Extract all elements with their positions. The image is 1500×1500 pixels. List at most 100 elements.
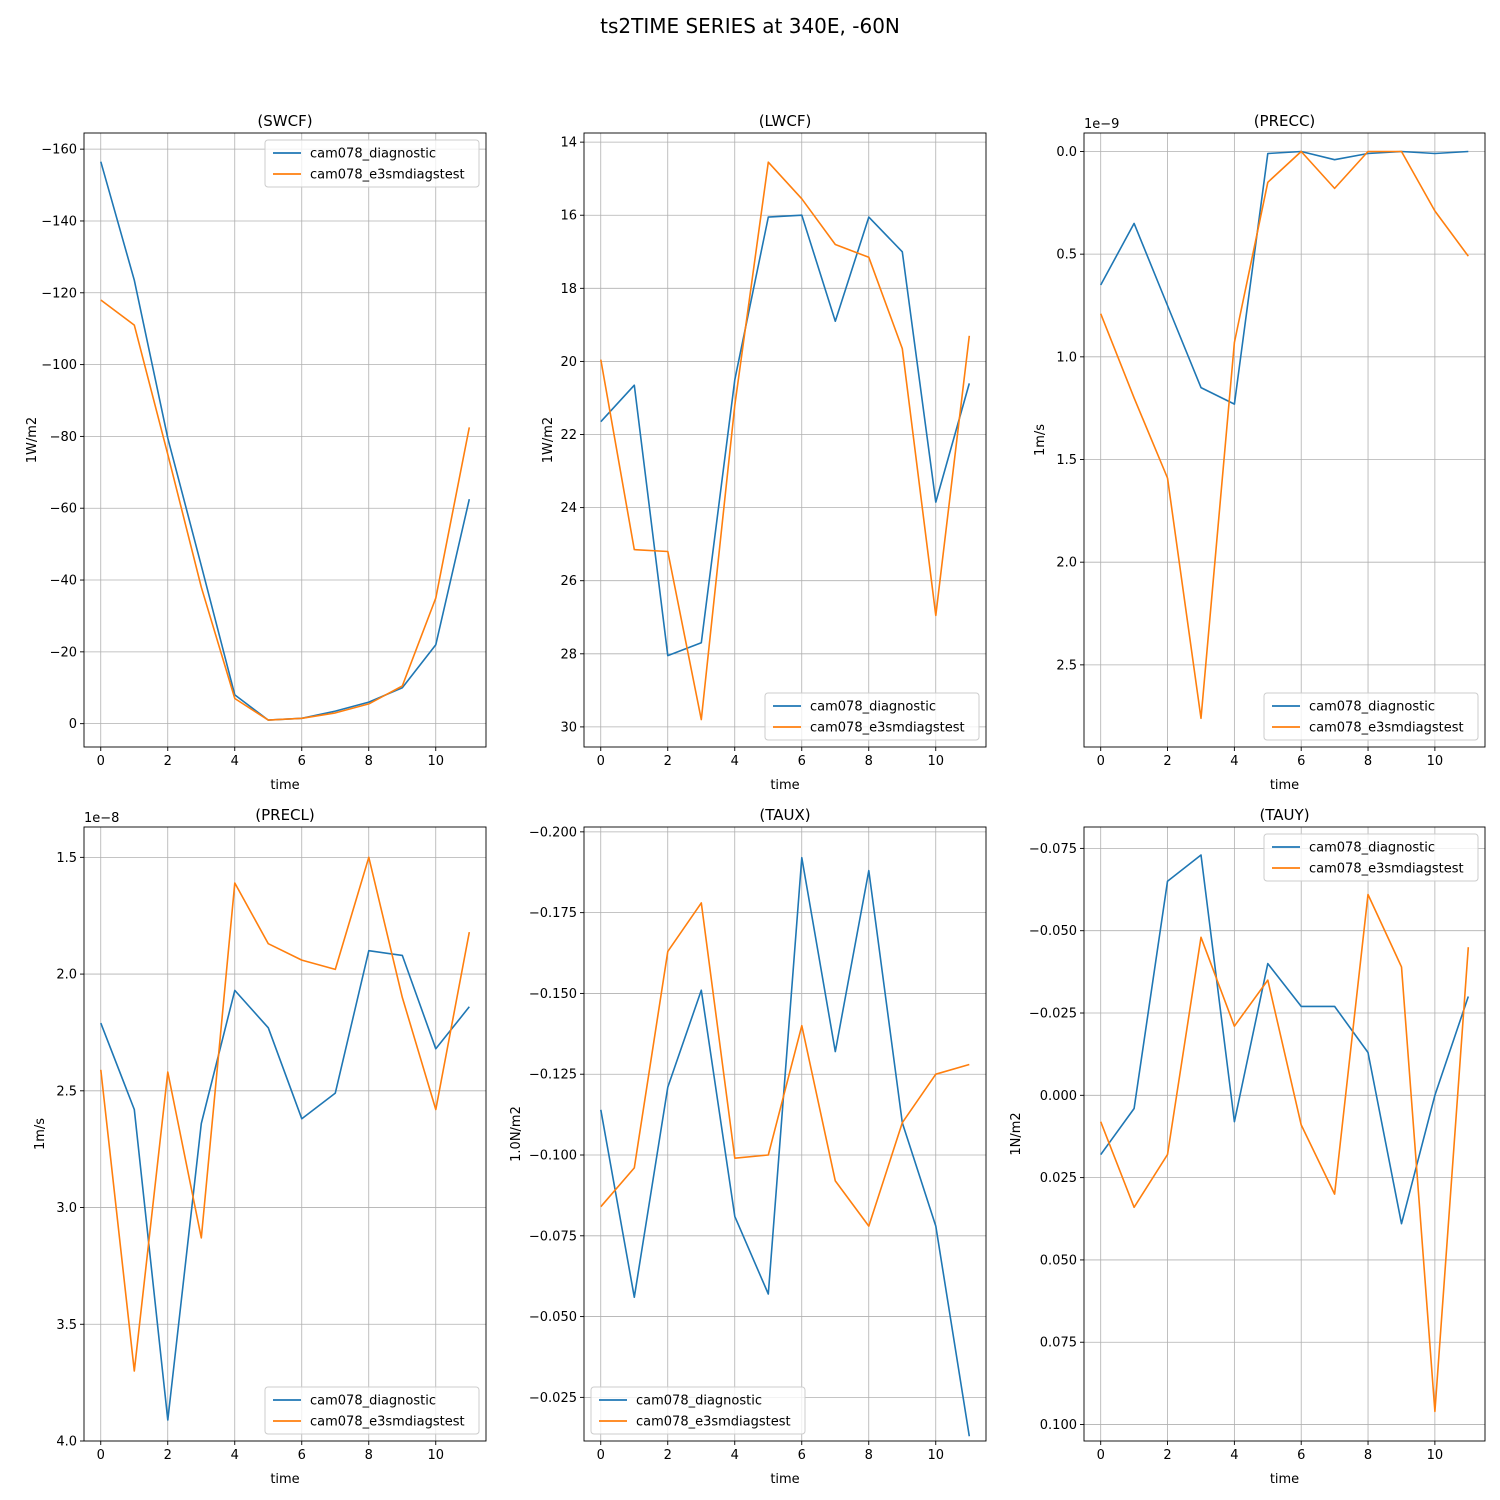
y-tick-label: 14 [560, 136, 577, 151]
x-tick-label: 6 [1297, 1448, 1305, 1463]
legend: cam078_diagnostic cam078_e3smdiagstest [764, 692, 980, 741]
series-line-0 [1100, 854, 1470, 1225]
axis-offset-text: 1e−9 [1084, 117, 1119, 132]
y-axis-label: 1N/m2 [1009, 1112, 1024, 1155]
legend-box [264, 1386, 480, 1435]
subplot-title: (TAUY) [1259, 806, 1309, 824]
x-tick-label: 0 [97, 1448, 105, 1463]
subplot-0: 0 2 4 6 8 10 0 −20 −40 −60 −80 −100 −120 −140 −160 (SWC… [25, 112, 487, 793]
y-tick-label: −140 [41, 214, 77, 229]
y-tick-label: 20 [560, 355, 577, 370]
subplot-3: 0 2 4 6 8 10 1.5 2.0 2.5 3.0 3.5 4.0 (PRECL) time 1m/s… [33, 806, 487, 1487]
axes-frame [583, 132, 987, 748]
x-axis-label: time [270, 778, 299, 793]
figure-title: ts2TIME SERIES at 340E, -60N [600, 14, 900, 38]
y-tick-label: 0.0 [1056, 145, 1077, 160]
y-tick-label: 0.025 [1040, 1171, 1077, 1186]
y-axis-label: 1m/s [1033, 424, 1048, 456]
x-tick-label: 4 [231, 1448, 239, 1463]
y-tick-label: 22 [560, 428, 577, 443]
legend-label: cam078_diagnostic [636, 1394, 762, 1409]
subplot-4: 0 2 4 6 8 10 −0.200 −0.175 −0.150 −0.125 −0.100 −0.… [509, 806, 987, 1487]
x-tick-label: 6 [1297, 754, 1305, 769]
x-tick-label: 8 [365, 754, 373, 769]
series-line-1 [600, 902, 970, 1227]
y-tick-label: 2.5 [1056, 658, 1077, 673]
y-tick-label: 0.050 [1040, 1253, 1077, 1268]
y-tick-label: 28 [560, 647, 577, 662]
y-tick-label: −0.025 [529, 1391, 577, 1406]
x-tick-label: 10 [927, 754, 944, 769]
x-tick-label: 4 [231, 754, 239, 769]
x-axis-label: time [270, 1472, 299, 1487]
y-tick-label: 0 [69, 717, 77, 732]
legend-box [1263, 692, 1479, 741]
legend: cam078_diagnostic cam078_e3smdiagstest [264, 139, 480, 188]
x-tick-label: 10 [427, 754, 444, 769]
y-tick-label: 2.0 [56, 968, 77, 983]
legend-box [1263, 833, 1479, 882]
legend-label: cam078_diagnostic [310, 147, 436, 162]
legend-box [590, 1386, 806, 1435]
x-tick-label: 0 [1097, 754, 1105, 769]
y-tick-label: 4.0 [56, 1435, 77, 1450]
x-tick-label: 10 [427, 1448, 444, 1463]
y-tick-label: −0.200 [529, 825, 577, 840]
y-tick-label: −60 [50, 502, 77, 517]
axis-offset-text: 1e−8 [84, 811, 119, 826]
y-tick-label: 0.100 [1040, 1418, 1077, 1433]
y-tick-label: 3.0 [56, 1201, 77, 1216]
y-tick-label: −80 [50, 430, 77, 445]
y-tick-label: 30 [560, 720, 577, 735]
x-tick-label: 2 [164, 754, 172, 769]
axes-frame [83, 132, 487, 748]
legend: cam078_diagnostic cam078_e3smdiagstest [590, 1386, 806, 1435]
subplot-1: 0 2 4 6 8 10141618202224262830(LWCF)time1W/m2… [541, 112, 987, 793]
series-line-0 [600, 214, 971, 657]
x-tick-label: 2 [664, 754, 672, 769]
legend-label: cam078_e3smdiagstest [310, 1415, 465, 1430]
x-tick-label: 8 [865, 1448, 873, 1463]
x-tick-label: 8 [865, 754, 873, 769]
x-axis-label: time [1270, 778, 1299, 793]
y-tick-label: −0.175 [529, 906, 577, 921]
y-tick-label: −0.050 [529, 1310, 577, 1325]
x-tick-label: 8 [365, 1448, 373, 1463]
x-tick-label: 0 [1097, 1448, 1105, 1463]
y-axis-label: 1.0N/m2 [509, 1106, 524, 1162]
subplot-5: 0 2 4 6 8 10 −0.075 −0.050 −0.025 0.000 0.025 0.050… [1009, 806, 1486, 1487]
x-tick-label: 0 [597, 754, 605, 769]
subplot-title: (TAUX) [759, 806, 810, 824]
y-tick-label: −0.075 [1029, 842, 1077, 857]
axes-frame [1083, 826, 1486, 1442]
legend-label: cam078_e3smdiagstest [1309, 721, 1464, 736]
legend-label: cam078_diagnostic [810, 700, 936, 715]
x-tick-label: 2 [1163, 1448, 1171, 1463]
y-tick-label: 2.5 [56, 1084, 77, 1099]
series-line-0 [1099, 150, 1469, 405]
y-tick-label: −0.100 [529, 1149, 577, 1164]
x-tick-label: 6 [298, 754, 306, 769]
y-tick-label: 0.5 [1056, 248, 1077, 263]
y-tick-label: 1.0 [1056, 350, 1077, 365]
y-tick-label: 26 [560, 574, 577, 589]
y-tick-label: 0.075 [1040, 1336, 1077, 1351]
legend-label: cam078_diagnostic [1309, 700, 1435, 715]
series-line-1 [1099, 150, 1469, 720]
y-tick-label: −0.125 [529, 1068, 577, 1083]
x-tick-label: 2 [1163, 754, 1171, 769]
legend: cam078_diagnostic cam078_e3smdiagstest [264, 1386, 480, 1435]
legend-label: cam078_e3smdiagstest [810, 721, 965, 736]
legend-box [764, 692, 980, 741]
legend: cam078_diagnostic cam078_e3smdiagstest [1263, 833, 1479, 882]
y-tick-label: 3.5 [56, 1318, 77, 1333]
axes-frame [83, 826, 487, 1442]
y-tick-label: 16 [560, 209, 577, 224]
x-tick-label: 4 [731, 1448, 739, 1463]
x-tick-label: 0 [597, 1448, 605, 1463]
x-axis-label: time [1270, 1472, 1299, 1487]
x-tick-label: 6 [798, 1448, 806, 1463]
axes-frame [583, 826, 987, 1442]
x-tick-label: 2 [664, 1448, 672, 1463]
